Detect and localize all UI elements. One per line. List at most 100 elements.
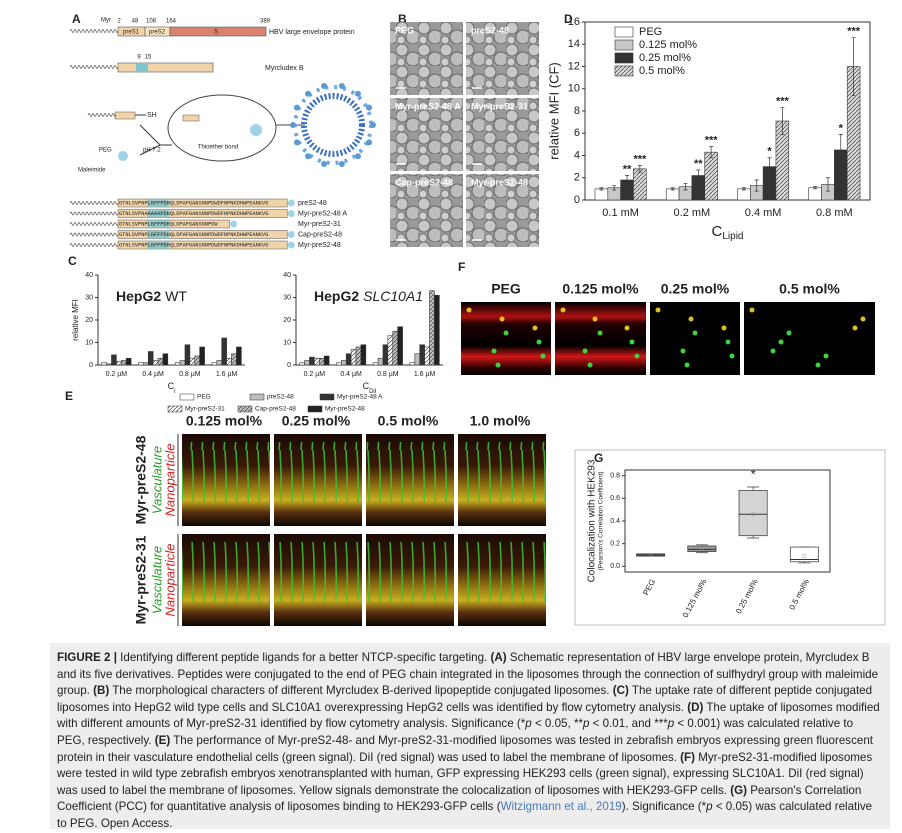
legend-swatch [614,65,634,77]
error-bar [838,134,843,166]
legend-label: PEG [639,26,662,38]
title: HepG2 [314,288,359,304]
bar [633,168,647,201]
micrograph-label: Cap-preS2-48 [395,177,453,187]
channel-label: Nanoparticle [162,544,177,617]
residue: 15 [145,55,152,61]
bar [111,354,117,366]
cell-spot [688,316,694,322]
bar [194,355,200,366]
y-tick-label: 0.0 [610,563,620,570]
bar [392,330,398,366]
x-tick-label: 0.8 µM [377,371,399,378]
column-label: 1.0 mol% [470,413,531,429]
liposome-ligand [338,83,345,90]
x-tick-label: 0.4 µM [340,371,362,378]
bar [360,344,367,366]
x-axis-label: Cl [168,381,176,394]
residue: 2 [117,19,121,25]
peptide-box [117,209,288,218]
bar [184,344,191,366]
error-bar [767,157,772,176]
bar [318,357,325,366]
mean [802,554,807,558]
legend-label: Myr-preS2-31 [185,406,225,413]
liposome-ligand [338,160,345,167]
caption-run: Myr-preS2-31-modified liposomes were tes… [57,750,873,797]
bar [125,357,132,366]
liposome-ligand [321,83,328,90]
y-axis-label: relative MFI (CF) [546,62,561,160]
y-tick-label: 2 [574,172,580,184]
x-tick-label: 1.6 µM [414,371,436,378]
vessel-overlay [182,542,270,602]
caption-run: (C) [612,684,629,698]
peptide-name: Myr-preS2-48 [298,242,341,249]
y-axis-sublabel: (Pearson's Correlation Coefficient) [598,471,605,570]
residue: 9 [137,55,141,61]
cell-spot [680,348,686,354]
legend-swatch [614,39,634,51]
x-tick-label: 0.1 mM [602,207,639,219]
bar [419,344,425,366]
domain: S [214,30,218,36]
cell-spot [786,330,792,336]
micrograph [390,174,463,247]
y-tick-label: 0 [287,362,291,369]
y-tick-label: 30 [85,294,93,301]
cell-spot [860,316,866,322]
myristoyl-chain [69,232,119,237]
caption-run: p [525,717,532,731]
x-tick-label: PEG [641,578,657,597]
cell-spot [499,316,505,322]
cell-spot [540,353,546,359]
micrograph-label: Myr-preS2-31 [471,101,528,111]
figure: A preS1 preS2 S Myr 2 48 108 164 389 HBV… [65,12,886,626]
x-label: C [712,223,723,240]
caption-run[interactable]: Witzigmann et al., 2019 [500,800,622,814]
y-tick-label: 0 [574,194,580,206]
column-label: 0.125 mol% [562,281,639,297]
cell-spot [634,353,640,359]
bar [174,362,181,366]
cell-spot [597,330,603,336]
y-tick-label: 30 [283,294,291,301]
cell-spot [592,316,598,322]
row-label: Myr-preS2-48 [133,435,149,524]
bar [138,362,144,366]
motif [147,230,169,239]
bar [106,363,112,366]
legend-label: Cap-preS2-48 [255,406,296,413]
legend-label: PEG [197,394,211,401]
liposome-ligand [366,139,373,146]
micrograph-label: preS2-48 [471,25,509,35]
bar [341,360,347,366]
legend-swatch [307,405,323,413]
bar [429,290,435,366]
bar [299,362,305,366]
caption-run: The uptake of liposomes modified with di… [57,700,880,731]
micrograph-label: PEG [395,25,414,35]
caption-run: p [667,717,675,731]
error-bar [851,37,856,96]
panel-letter: D [564,12,573,26]
y-tick-label: 0.8 [610,473,620,480]
motif [147,199,169,207]
y-tick-label: 10 [283,339,291,346]
column-label: 0.125 mol% [186,413,263,429]
caption-run: (B) [93,684,110,698]
sequence: GTNLSVPNPLGFFPDHQLDPAFGANSNNPDW [119,221,218,227]
caption-run: p [582,717,590,731]
error-bar [825,177,830,192]
bar [162,353,169,366]
cell-spot [749,307,755,313]
liposome-ligand [321,160,328,167]
y-tick-label: 40 [85,272,93,279]
y-tick-label: 6 [574,127,580,139]
panel-a: A preS1 preS2 S Myr 2 48 108 164 389 HBV… [72,12,373,174]
legend-swatch [167,405,183,413]
cell-spot [491,348,497,354]
fluorescence-image [650,302,740,375]
bar [808,187,822,201]
